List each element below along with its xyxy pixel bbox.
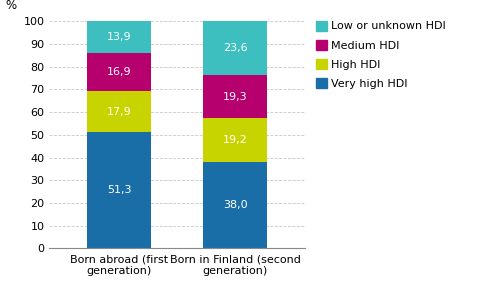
Text: 51,3: 51,3	[107, 185, 131, 195]
Bar	[203, 162, 267, 248]
Bar	[87, 21, 151, 53]
Legend: Low or unknown HDI, Medium HDI, High HDI, Very high HDI: Low or unknown HDI, Medium HDI, High HDI…	[315, 21, 446, 89]
Bar	[203, 118, 267, 162]
Text: 38,0: 38,0	[223, 200, 247, 210]
Bar	[203, 21, 267, 75]
Text: 13,9: 13,9	[107, 32, 131, 42]
Text: 17,9: 17,9	[107, 107, 131, 117]
Bar	[87, 132, 151, 248]
Bar	[87, 53, 151, 91]
Bar	[87, 91, 151, 132]
Text: 23,6: 23,6	[223, 43, 247, 53]
Text: 16,9: 16,9	[107, 67, 131, 77]
Bar	[203, 75, 267, 118]
Y-axis label: %: %	[5, 0, 16, 12]
Text: 19,3: 19,3	[223, 92, 247, 102]
Text: 19,2: 19,2	[223, 135, 247, 145]
